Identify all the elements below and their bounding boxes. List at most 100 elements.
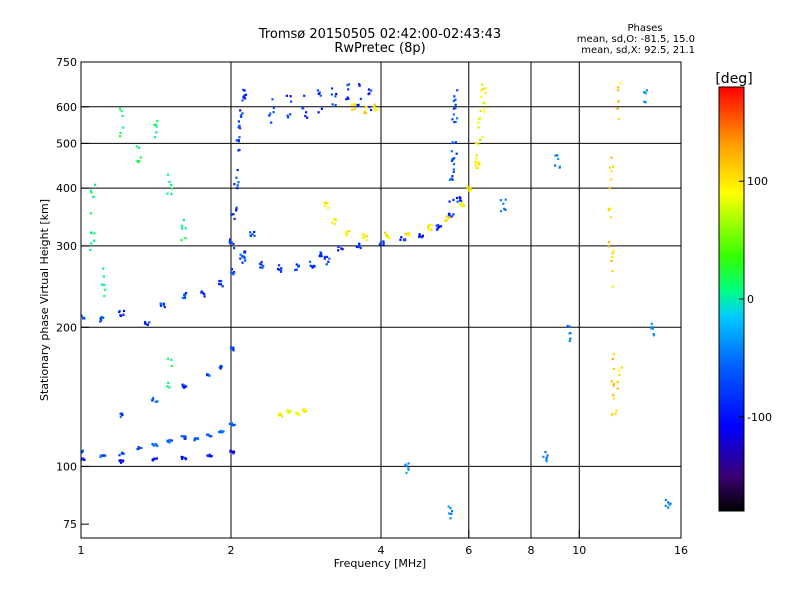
data-point <box>100 283 104 286</box>
data-point <box>568 339 571 342</box>
data-point <box>345 98 348 101</box>
data-point <box>448 178 451 181</box>
data-point <box>159 304 162 307</box>
data-point <box>449 507 452 510</box>
data-point <box>181 227 184 230</box>
x-tick-label: 6 <box>465 544 472 557</box>
data-point <box>475 166 478 170</box>
data-point <box>608 166 611 169</box>
data-point <box>152 444 155 447</box>
data-point <box>304 114 307 118</box>
data-point <box>99 456 102 459</box>
data-point <box>616 380 619 384</box>
data-point <box>664 504 667 507</box>
data-point <box>461 204 464 208</box>
data-point <box>454 141 457 144</box>
data-point <box>242 96 245 99</box>
data-point <box>358 242 361 245</box>
data-point <box>333 222 336 225</box>
data-point <box>287 116 290 119</box>
data-point <box>645 89 648 92</box>
data-point <box>243 250 246 253</box>
data-point <box>311 266 314 269</box>
data-point <box>455 196 459 200</box>
data-point <box>452 170 455 174</box>
data-point <box>230 424 233 427</box>
x-axis-ticks: 1 2 4 6 8 10 16 <box>78 530 688 557</box>
data-point <box>104 454 107 457</box>
data-point <box>297 264 300 267</box>
data-point <box>504 198 507 201</box>
data-point <box>484 91 487 94</box>
data-point <box>667 506 670 509</box>
data-point <box>452 213 455 216</box>
data-point <box>184 227 187 230</box>
data-point <box>120 461 123 464</box>
data-point <box>270 121 273 124</box>
data-point <box>436 227 439 230</box>
data-point <box>427 224 430 228</box>
data-point <box>89 212 92 215</box>
data-point <box>450 512 453 516</box>
data-point <box>474 160 477 163</box>
data-point <box>261 266 264 269</box>
y-axis-label: Stationary phase Virtual Height [km] <box>38 199 51 401</box>
data-point <box>355 245 358 249</box>
data-point <box>167 440 170 443</box>
data-point <box>610 156 613 159</box>
data-point <box>271 98 274 101</box>
data-point <box>237 149 240 152</box>
data-point <box>408 234 411 237</box>
data-point <box>243 94 246 97</box>
data-point <box>235 176 238 179</box>
data-point <box>244 93 248 96</box>
data-point <box>207 373 210 377</box>
data-point <box>437 226 441 229</box>
data-point <box>233 217 236 220</box>
data-point <box>218 279 221 283</box>
data-point <box>421 234 424 237</box>
data-point <box>239 257 242 260</box>
data-point <box>476 166 480 169</box>
data-point <box>451 178 454 181</box>
data-point <box>499 210 503 213</box>
data-point <box>452 163 456 166</box>
data-point <box>290 100 293 103</box>
data-point <box>219 283 223 286</box>
data-point <box>243 256 246 259</box>
x-tick-label: 16 <box>674 544 688 557</box>
data-point <box>279 412 283 415</box>
data-point <box>323 257 326 260</box>
data-point <box>228 240 231 243</box>
data-point <box>155 125 158 128</box>
data-point <box>448 212 451 215</box>
data-point <box>554 154 557 157</box>
data-point <box>239 109 242 112</box>
data-point <box>616 107 619 110</box>
data-point <box>118 107 122 110</box>
data-point <box>260 260 263 264</box>
data-point <box>183 293 186 296</box>
data-point <box>316 89 319 92</box>
data-point <box>230 271 233 274</box>
x-tick-label: 1 <box>78 544 85 557</box>
data-point <box>232 347 235 350</box>
data-point <box>373 107 376 111</box>
data-point <box>81 314 83 318</box>
data-point <box>102 454 105 457</box>
data-point <box>319 94 322 97</box>
data-point <box>251 233 254 236</box>
data-point <box>477 126 480 129</box>
data-point <box>79 317 81 319</box>
data-point <box>201 292 205 295</box>
data-point <box>279 269 283 272</box>
data-point <box>477 161 480 164</box>
data-point <box>456 117 459 120</box>
data-point <box>249 231 252 234</box>
data-point <box>363 109 366 113</box>
data-point <box>320 255 323 258</box>
data-point <box>139 156 142 159</box>
data-point <box>286 409 289 412</box>
data-point <box>459 196 462 200</box>
data-point <box>289 95 292 98</box>
